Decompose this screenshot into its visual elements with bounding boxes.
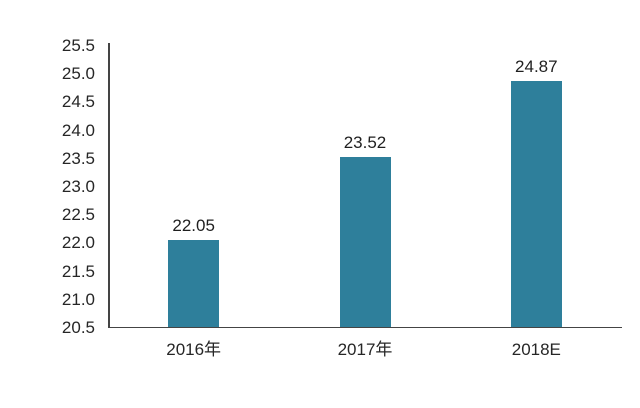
y-tick-label: 25.5	[61, 36, 95, 55]
bar-value-label: 22.05	[172, 215, 215, 235]
bar-value-label: 23.52	[343, 132, 387, 152]
bar-value-label: 24.87	[515, 56, 558, 76]
y-tick-label: 25.0	[61, 64, 95, 84]
y-tick-label: 23.5	[61, 148, 95, 168]
y-tick-label: 21.5	[61, 261, 95, 281]
x-tick-label: 2016年	[166, 340, 222, 359]
plot-area: 22.05 23.52 24.87 2016年 2017年 2018E	[108, 43, 622, 359]
y-tick-label: 24.0	[61, 120, 95, 140]
bar-2017年	[339, 156, 391, 327]
y-axis-line	[108, 43, 110, 328]
y-tick-label: 24.5	[61, 92, 95, 112]
y-tick-label: 23.0	[61, 177, 95, 196]
y-tick-label: 21.0	[61, 289, 95, 309]
y-tick-label: 22.0	[61, 233, 95, 253]
x-tick-label: 2017年	[337, 340, 393, 359]
x-tick-label: 2018E	[511, 340, 561, 359]
y-tick-label: 22.5	[61, 205, 95, 225]
bar-2018E	[510, 80, 562, 327]
y-tick-label: 20.5	[61, 318, 95, 337]
y-axis-tick-labels: 25.5 25.0 24.5 24.0 23.5 23.0 22.5 22.0 21.5 21.0…	[0, 0, 95, 408]
bar-2016年	[168, 239, 220, 327]
x-axis-line	[108, 326, 622, 328]
